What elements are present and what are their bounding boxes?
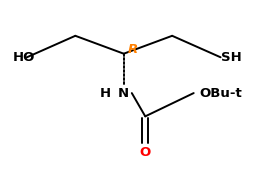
Text: HO: HO	[13, 51, 36, 64]
Text: H: H	[99, 87, 111, 100]
Text: N: N	[118, 87, 129, 100]
Text: OBu-t: OBu-t	[199, 87, 242, 100]
Text: R: R	[128, 43, 138, 56]
Text: SH: SH	[221, 51, 242, 64]
Text: O: O	[140, 146, 151, 159]
